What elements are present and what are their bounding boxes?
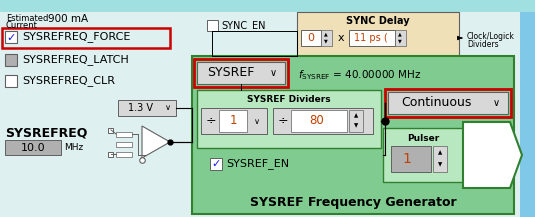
FancyBboxPatch shape — [201, 108, 267, 134]
FancyBboxPatch shape — [210, 158, 222, 170]
Text: ∨: ∨ — [270, 68, 277, 78]
FancyBboxPatch shape — [349, 30, 395, 46]
Text: ✓: ✓ — [6, 33, 16, 43]
Text: ▲: ▲ — [438, 151, 442, 156]
FancyBboxPatch shape — [116, 152, 132, 157]
FancyBboxPatch shape — [219, 110, 247, 132]
Text: SYNC_EN: SYNC_EN — [221, 20, 265, 31]
FancyBboxPatch shape — [207, 20, 218, 31]
Text: SYSREF Frequency Generator: SYSREF Frequency Generator — [250, 196, 456, 209]
Text: ▼: ▼ — [438, 163, 442, 168]
Text: Continuous: Continuous — [401, 97, 471, 110]
FancyBboxPatch shape — [0, 0, 535, 12]
Text: 1: 1 — [230, 115, 237, 128]
Text: ∨: ∨ — [254, 117, 260, 125]
FancyBboxPatch shape — [5, 31, 17, 43]
Text: SYSREF Dividers: SYSREF Dividers — [247, 95, 331, 104]
FancyBboxPatch shape — [5, 54, 17, 66]
Text: ÷: ÷ — [278, 115, 288, 128]
FancyBboxPatch shape — [5, 140, 61, 155]
Text: Current: Current — [6, 21, 38, 30]
Text: ∨: ∨ — [165, 104, 171, 112]
Text: SYSREF_EN: SYSREF_EN — [226, 158, 289, 169]
Text: ▲: ▲ — [398, 31, 402, 36]
Text: ∨: ∨ — [492, 98, 500, 108]
Text: ▲: ▲ — [354, 113, 358, 118]
Text: 0: 0 — [308, 33, 315, 43]
Text: ÷: ÷ — [205, 115, 216, 128]
Text: 1: 1 — [402, 152, 411, 166]
Text: 11 ps (: 11 ps ( — [354, 33, 388, 43]
FancyBboxPatch shape — [388, 92, 508, 114]
Text: 80: 80 — [310, 115, 324, 128]
FancyBboxPatch shape — [273, 108, 373, 134]
Text: ▼: ▼ — [354, 123, 358, 128]
Polygon shape — [142, 126, 170, 158]
Text: SYSREFREQ_CLR: SYSREFREQ_CLR — [22, 75, 115, 86]
Text: ✓: ✓ — [211, 159, 221, 169]
Text: Clock/Logick: Clock/Logick — [467, 32, 515, 41]
Text: MHz: MHz — [64, 143, 83, 153]
FancyBboxPatch shape — [321, 30, 332, 46]
Text: Dividers: Dividers — [467, 40, 499, 49]
Text: x: x — [338, 33, 345, 43]
Text: 1.3 V: 1.3 V — [127, 103, 152, 113]
FancyBboxPatch shape — [118, 100, 176, 116]
Text: $f_{\mathsf{SYSREF}}$ = 40.00000 MHz: $f_{\mathsf{SYSREF}}$ = 40.00000 MHz — [298, 68, 422, 82]
FancyBboxPatch shape — [116, 132, 132, 137]
FancyBboxPatch shape — [197, 90, 381, 148]
Text: SYSREFREQ_FORCE: SYSREFREQ_FORCE — [22, 31, 131, 42]
FancyBboxPatch shape — [297, 12, 459, 58]
Text: ▼: ▼ — [324, 38, 328, 43]
FancyBboxPatch shape — [116, 142, 132, 147]
FancyBboxPatch shape — [301, 30, 321, 46]
FancyBboxPatch shape — [433, 146, 447, 172]
FancyBboxPatch shape — [391, 146, 431, 172]
Text: 10.0: 10.0 — [21, 143, 45, 153]
FancyBboxPatch shape — [108, 128, 113, 133]
FancyBboxPatch shape — [108, 152, 113, 157]
Text: SYNC Delay: SYNC Delay — [346, 16, 410, 26]
FancyBboxPatch shape — [5, 75, 17, 87]
Text: SYSREF: SYSREF — [208, 66, 255, 79]
FancyBboxPatch shape — [197, 62, 285, 84]
FancyBboxPatch shape — [395, 30, 406, 46]
FancyBboxPatch shape — [349, 110, 363, 132]
FancyBboxPatch shape — [192, 56, 514, 214]
FancyBboxPatch shape — [291, 110, 347, 132]
Text: ▼: ▼ — [398, 38, 402, 43]
Text: ▲: ▲ — [324, 31, 328, 36]
Text: Pulser: Pulser — [407, 134, 439, 143]
FancyBboxPatch shape — [383, 128, 463, 182]
Polygon shape — [463, 122, 522, 188]
FancyBboxPatch shape — [520, 12, 535, 217]
Text: 900 mA: 900 mA — [48, 14, 88, 24]
Text: Estimated: Estimated — [6, 14, 48, 23]
Text: SYSREFREQ: SYSREFREQ — [5, 126, 87, 139]
Text: SYSREFREQ_LATCH: SYSREFREQ_LATCH — [22, 54, 129, 65]
